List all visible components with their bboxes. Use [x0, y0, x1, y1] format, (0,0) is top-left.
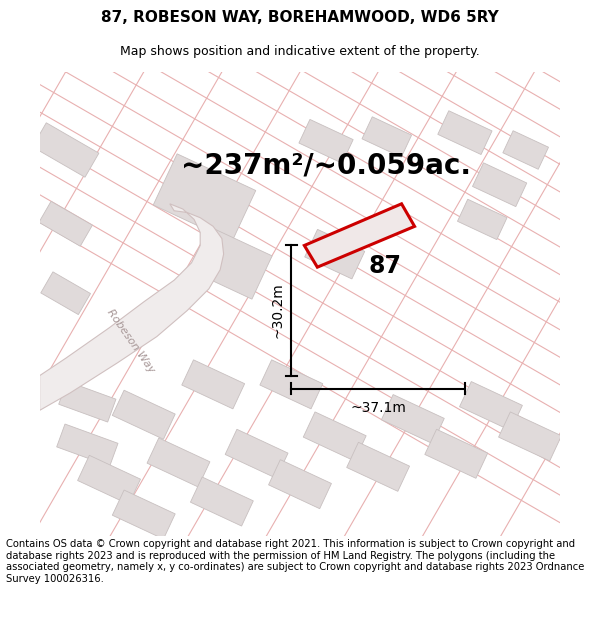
Polygon shape: [269, 459, 331, 509]
Polygon shape: [260, 360, 323, 409]
Polygon shape: [40, 204, 224, 411]
Polygon shape: [147, 438, 210, 487]
Polygon shape: [32, 122, 99, 177]
Polygon shape: [41, 272, 91, 314]
Polygon shape: [303, 412, 366, 461]
Polygon shape: [56, 424, 118, 466]
Polygon shape: [189, 226, 272, 299]
Polygon shape: [77, 456, 140, 504]
Polygon shape: [299, 119, 353, 163]
Polygon shape: [112, 490, 175, 539]
Text: Contains OS data © Crown copyright and database right 2021. This information is : Contains OS data © Crown copyright and d…: [6, 539, 584, 584]
Polygon shape: [304, 204, 415, 267]
Text: Map shows position and indicative extent of the property.: Map shows position and indicative extent…: [120, 45, 480, 58]
Text: 87, ROBESON WAY, BOREHAMWOOD, WD6 5RY: 87, ROBESON WAY, BOREHAMWOOD, WD6 5RY: [101, 11, 499, 26]
Polygon shape: [438, 111, 492, 154]
Polygon shape: [499, 412, 562, 461]
Polygon shape: [153, 154, 256, 242]
Polygon shape: [362, 117, 412, 157]
Polygon shape: [112, 390, 175, 439]
Polygon shape: [457, 199, 507, 239]
Polygon shape: [190, 477, 253, 526]
Polygon shape: [59, 381, 116, 422]
Polygon shape: [425, 429, 488, 478]
Polygon shape: [347, 442, 410, 491]
Polygon shape: [39, 201, 92, 246]
Polygon shape: [182, 360, 245, 409]
Polygon shape: [460, 381, 523, 431]
Polygon shape: [382, 394, 444, 444]
Polygon shape: [503, 131, 548, 169]
Polygon shape: [473, 163, 527, 207]
Polygon shape: [305, 229, 365, 279]
Text: Robeson Way: Robeson Way: [105, 308, 157, 375]
Text: ~30.2m: ~30.2m: [271, 282, 284, 339]
Text: ~37.1m: ~37.1m: [350, 401, 406, 415]
Text: ~237m²/~0.059ac.: ~237m²/~0.059ac.: [181, 152, 471, 179]
Polygon shape: [225, 429, 288, 478]
Text: 87: 87: [369, 254, 402, 278]
